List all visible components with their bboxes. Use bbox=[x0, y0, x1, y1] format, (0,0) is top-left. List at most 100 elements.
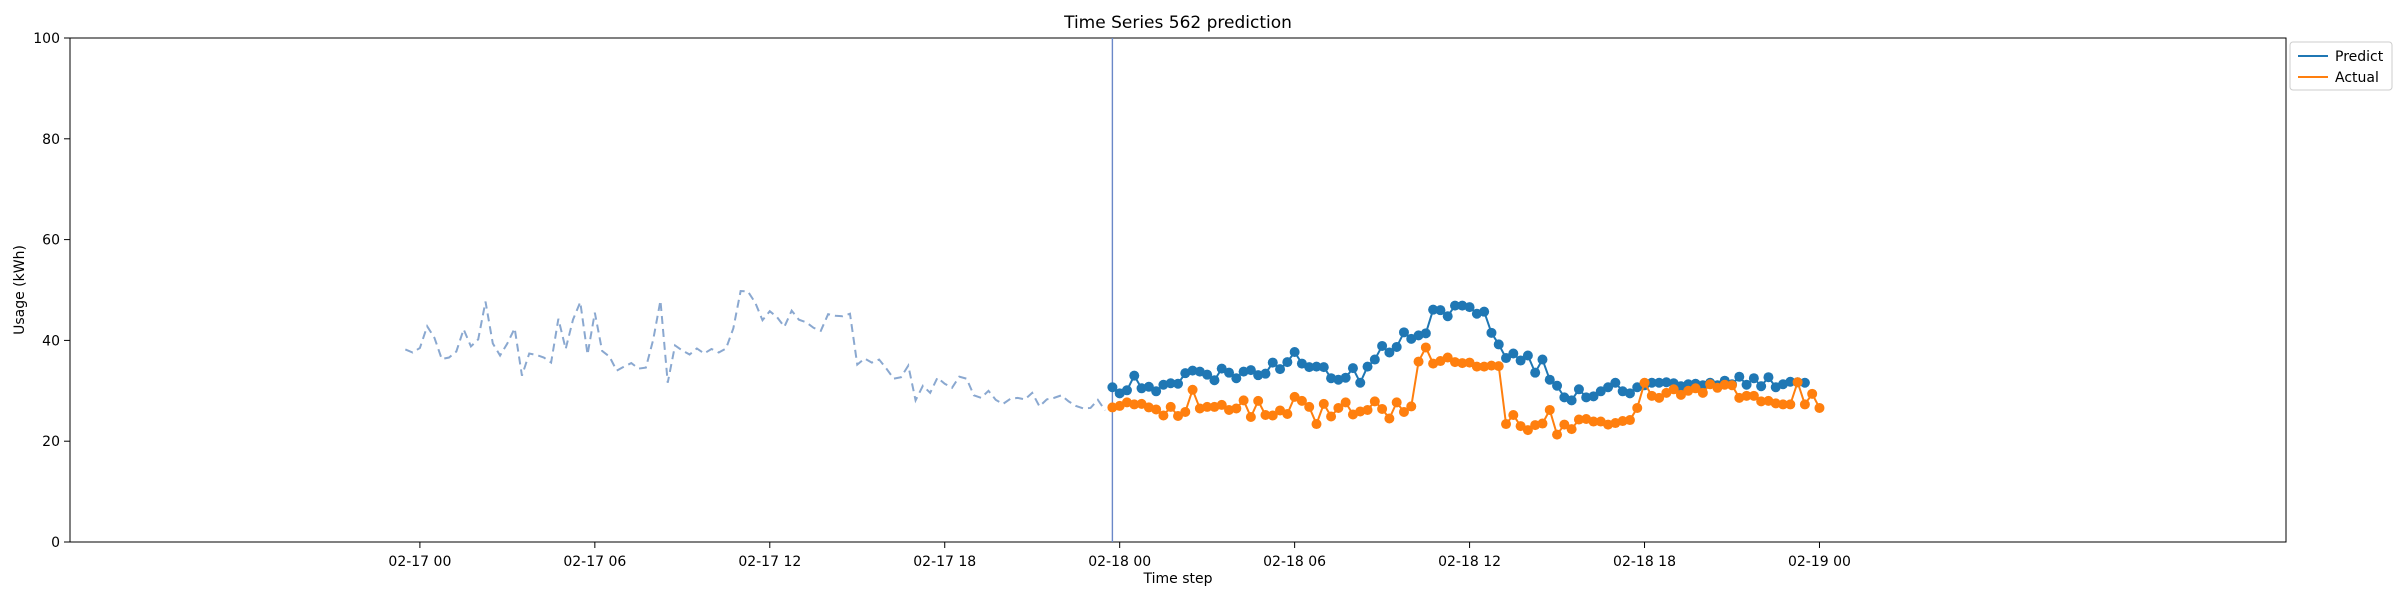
predict-point bbox=[1377, 340, 1388, 351]
actual-point bbox=[1245, 412, 1256, 423]
predict-point bbox=[1537, 354, 1548, 365]
chart-title: Time Series 562 prediction bbox=[1063, 13, 1292, 33]
predict-point bbox=[1450, 300, 1460, 311]
actual-point bbox=[1741, 390, 1752, 401]
x-tick-label: 02-18 18 bbox=[1613, 554, 1676, 570]
actual-point bbox=[1158, 410, 1169, 421]
actual-point bbox=[1544, 404, 1555, 415]
actual-point bbox=[1632, 402, 1643, 413]
actual-point bbox=[1566, 424, 1577, 435]
predict-point bbox=[1275, 364, 1286, 375]
predict-point bbox=[1384, 347, 1395, 358]
x-tick-label: 02-17 18 bbox=[913, 554, 976, 570]
predict-point bbox=[1151, 386, 1162, 397]
actual-point bbox=[1165, 401, 1176, 412]
predict-point bbox=[1785, 376, 1796, 387]
actual-point bbox=[1785, 399, 1796, 410]
predict-point bbox=[1603, 382, 1614, 393]
predict-point bbox=[1515, 355, 1526, 366]
plot-area bbox=[69, 37, 2287, 543]
actual-point bbox=[1624, 415, 1635, 426]
actual-point bbox=[1690, 383, 1701, 394]
predict-point bbox=[1748, 373, 1759, 384]
actual-point bbox=[1398, 406, 1409, 417]
y-tick-label: 20 bbox=[42, 434, 60, 450]
predict-point bbox=[1508, 348, 1519, 359]
predict-point bbox=[1486, 327, 1497, 338]
predict-point bbox=[1734, 371, 1745, 382]
actual-point bbox=[1282, 408, 1293, 419]
y-tick-label: 80 bbox=[42, 132, 60, 148]
predict-point bbox=[1362, 361, 1373, 372]
actual-point bbox=[1617, 416, 1628, 427]
actual-point bbox=[1442, 352, 1453, 363]
y-axis: 0 20 40 60 80 100 bbox=[33, 31, 70, 551]
predict-point bbox=[1143, 381, 1154, 392]
actual-point bbox=[1304, 401, 1315, 412]
actual-point bbox=[1697, 387, 1708, 398]
actual-point bbox=[1807, 388, 1818, 399]
predict-point bbox=[1165, 378, 1176, 389]
y-tick-label: 100 bbox=[33, 31, 60, 47]
actual-point bbox=[1369, 396, 1380, 407]
predict-point bbox=[1522, 350, 1533, 361]
actual-point bbox=[1770, 398, 1781, 409]
predict-point bbox=[1420, 328, 1431, 339]
actual-point bbox=[1377, 403, 1388, 414]
actual-point bbox=[1799, 399, 1810, 410]
actual-point bbox=[1639, 377, 1650, 388]
legend-label-actual: Actual bbox=[2335, 70, 2379, 86]
predict-point bbox=[1289, 346, 1300, 357]
actual-point bbox=[1202, 401, 1213, 412]
predict-point bbox=[1435, 305, 1446, 316]
x-tick-label: 02-18 12 bbox=[1438, 554, 1501, 570]
actual-point bbox=[1457, 358, 1468, 369]
actual-point bbox=[1552, 429, 1563, 440]
x-axis-label: Time step bbox=[1143, 571, 1213, 587]
actual-point bbox=[1406, 401, 1417, 412]
predict-point bbox=[1544, 374, 1555, 385]
predict-point bbox=[1121, 385, 1132, 396]
y-tick-label: 0 bbox=[51, 535, 60, 551]
predict-point bbox=[1187, 365, 1198, 376]
actual-point bbox=[1340, 397, 1351, 408]
predict-point bbox=[1391, 341, 1402, 352]
actual-point bbox=[1675, 389, 1686, 400]
predict-point bbox=[1318, 362, 1329, 373]
actual-point bbox=[1253, 395, 1264, 406]
actual-point bbox=[1479, 361, 1490, 372]
predict-point bbox=[1501, 353, 1512, 364]
x-tick-label: 02-17 12 bbox=[738, 554, 801, 570]
predict-point bbox=[1573, 384, 1584, 395]
predict-point bbox=[1129, 370, 1140, 381]
actual-point bbox=[1318, 398, 1329, 409]
predict-point bbox=[1224, 367, 1235, 378]
actual-point bbox=[1311, 419, 1322, 430]
predict-point bbox=[1566, 395, 1577, 406]
history-line bbox=[404, 289, 1106, 412]
actual-point bbox=[1326, 411, 1337, 422]
predict-point bbox=[1661, 377, 1672, 388]
y-tick-label: 60 bbox=[42, 233, 60, 249]
predict-point bbox=[1347, 363, 1358, 374]
predict-point bbox=[1260, 368, 1271, 379]
actual-point bbox=[1296, 395, 1307, 406]
actual-point bbox=[1501, 419, 1512, 430]
predict-point bbox=[1756, 381, 1767, 392]
predict-point bbox=[1202, 369, 1213, 380]
actual-point bbox=[1508, 409, 1519, 420]
x-axis: 02-17 00 02-17 06 02-17 12 02-17 18 02-18 00… bbox=[388, 542, 1851, 570]
actual-point bbox=[1727, 380, 1737, 391]
actual-point bbox=[1668, 384, 1679, 395]
actual-point bbox=[1719, 379, 1730, 390]
predict-point bbox=[1479, 306, 1490, 317]
actual-series bbox=[1107, 342, 1825, 440]
actual-point bbox=[1216, 399, 1227, 410]
predict-point bbox=[1610, 377, 1621, 388]
actual-point bbox=[1362, 404, 1373, 415]
actual-point bbox=[1391, 397, 1402, 408]
predict-point bbox=[1282, 357, 1293, 368]
predict-point bbox=[1799, 377, 1810, 388]
actual-point bbox=[1522, 425, 1533, 436]
predict-point bbox=[1107, 382, 1118, 393]
